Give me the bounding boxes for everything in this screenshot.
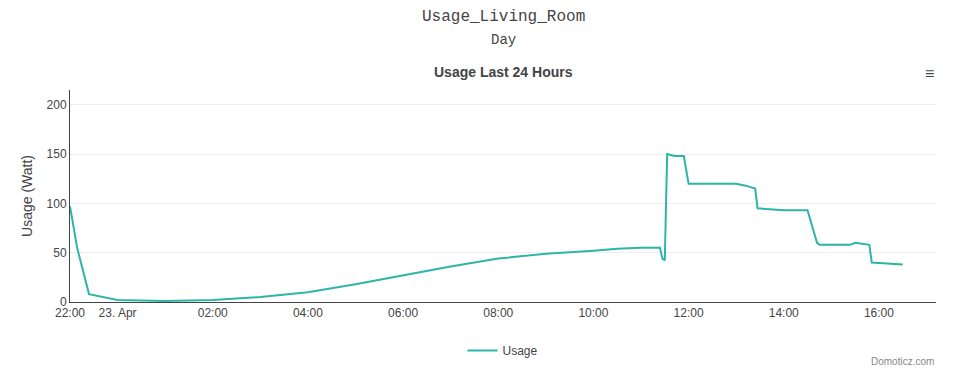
svg-text:200: 200	[47, 98, 67, 112]
svg-text:50: 50	[53, 246, 67, 260]
svg-text:12:00: 12:00	[674, 306, 704, 320]
svg-text:≡: ≡	[925, 65, 934, 82]
svg-text:Usage_Living_Room: Usage_Living_Room	[422, 8, 585, 26]
svg-text:08:00: 08:00	[483, 306, 513, 320]
svg-text:14:00: 14:00	[769, 306, 799, 320]
svg-text:0: 0	[60, 295, 67, 309]
svg-text:22:00: 22:00	[55, 306, 85, 320]
svg-text:06:00: 06:00	[388, 306, 418, 320]
svg-text:16:00: 16:00	[864, 306, 894, 320]
svg-text:10:00: 10:00	[578, 306, 608, 320]
svg-text:Domoticz.com: Domoticz.com	[871, 356, 934, 367]
svg-text:04:00: 04:00	[293, 306, 323, 320]
svg-text:Day: Day	[491, 32, 516, 48]
svg-text:Usage Last 24 Hours: Usage Last 24 Hours	[434, 64, 573, 80]
svg-text:100: 100	[47, 197, 67, 211]
svg-text:Usage (Watt): Usage (Watt)	[19, 155, 35, 237]
svg-text:23. Apr: 23. Apr	[99, 306, 137, 320]
svg-text:02:00: 02:00	[198, 306, 228, 320]
svg-text:150: 150	[47, 147, 67, 161]
svg-text:Usage: Usage	[503, 344, 538, 358]
